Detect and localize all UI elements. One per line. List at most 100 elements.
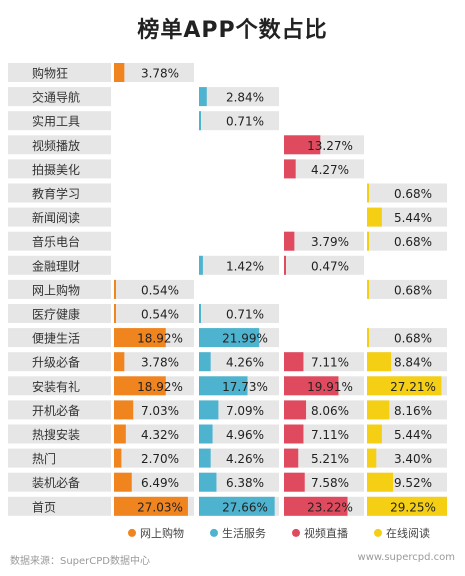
bar-background bbox=[284, 159, 364, 179]
category-label: 热搜安装 bbox=[32, 427, 80, 442]
data-label: 27.21% bbox=[390, 380, 436, 394]
bar-background bbox=[114, 472, 194, 492]
bar-background bbox=[284, 255, 364, 275]
bar-background bbox=[367, 328, 447, 348]
data-label: 4.26% bbox=[226, 356, 264, 370]
legend-marker bbox=[374, 528, 382, 537]
bar bbox=[199, 328, 260, 348]
bar-background bbox=[284, 352, 364, 372]
bar-background bbox=[114, 63, 194, 82]
bar-background bbox=[114, 352, 194, 372]
category-label: 首页 bbox=[32, 500, 56, 514]
bar-background bbox=[367, 424, 447, 444]
bar bbox=[367, 328, 369, 348]
bar bbox=[114, 376, 166, 396]
data-label: 27.03% bbox=[137, 500, 183, 514]
data-label: 8.84% bbox=[394, 356, 432, 370]
bar bbox=[199, 400, 219, 420]
bar-background bbox=[114, 400, 194, 420]
data-label: 0.71% bbox=[226, 308, 264, 322]
category-label: 音乐电台 bbox=[32, 234, 80, 249]
data-label: 4.26% bbox=[226, 452, 264, 466]
bar bbox=[114, 352, 125, 372]
data-label: 8.16% bbox=[394, 404, 432, 418]
bar-background bbox=[199, 448, 279, 468]
data-label: 6.49% bbox=[141, 476, 179, 490]
legend-label: 在线阅读 bbox=[386, 526, 430, 540]
category-cell bbox=[8, 496, 111, 516]
bar-background bbox=[199, 87, 279, 107]
category-cell bbox=[8, 207, 111, 227]
bar bbox=[199, 111, 201, 131]
category-label: 便捷生活 bbox=[32, 332, 80, 346]
category-label: 安装有礼 bbox=[32, 379, 80, 394]
bar bbox=[367, 279, 369, 299]
bar bbox=[199, 376, 248, 396]
bar bbox=[199, 496, 275, 516]
bar-background bbox=[114, 424, 194, 444]
bar-background bbox=[114, 304, 194, 323]
category-cell bbox=[8, 183, 111, 203]
bar bbox=[367, 183, 369, 203]
bar bbox=[367, 400, 390, 420]
data-label: 0.71% bbox=[226, 115, 264, 129]
data-label: 8.06% bbox=[311, 404, 349, 418]
data-label: 5.21% bbox=[311, 452, 349, 466]
bar bbox=[367, 352, 392, 372]
bar bbox=[284, 231, 295, 251]
category-label: 视频播放 bbox=[32, 138, 80, 153]
page-title: 榜单APP个数占比 bbox=[137, 18, 328, 43]
data-label: 27.66% bbox=[222, 500, 268, 514]
category-label: 新闻阅读 bbox=[32, 210, 80, 225]
data-label: 7.09% bbox=[226, 404, 264, 418]
bar bbox=[284, 352, 304, 372]
bar bbox=[284, 472, 305, 492]
bar bbox=[284, 496, 348, 516]
category-label: 装机必备 bbox=[32, 476, 80, 490]
data-label: 0.47% bbox=[311, 259, 349, 273]
data-label: 5.44% bbox=[394, 211, 432, 225]
bar bbox=[367, 231, 369, 251]
category-cell bbox=[8, 400, 111, 420]
category-label: 热门 bbox=[32, 451, 56, 466]
category-cell bbox=[8, 424, 111, 444]
bar bbox=[114, 304, 116, 323]
bar bbox=[114, 448, 122, 468]
bar-background bbox=[199, 400, 279, 420]
bar-background bbox=[199, 424, 279, 444]
legend-marker bbox=[292, 528, 300, 537]
data-label: 3.79% bbox=[311, 235, 349, 249]
bar-background bbox=[284, 231, 364, 251]
bar bbox=[199, 304, 201, 323]
bar bbox=[114, 279, 116, 299]
source-note: 数据来源：SuperCPD数据中心 bbox=[10, 556, 151, 567]
data-label: 4.32% bbox=[141, 428, 179, 442]
category-label: 开机必备 bbox=[32, 404, 80, 418]
bar bbox=[367, 207, 382, 227]
data-label: 21.99% bbox=[222, 332, 268, 346]
bar bbox=[367, 424, 382, 444]
category-label: 实用工具 bbox=[32, 114, 80, 129]
bar bbox=[284, 448, 299, 468]
bar bbox=[284, 424, 304, 444]
data-label: 7.11% bbox=[311, 428, 349, 442]
bar bbox=[284, 255, 286, 275]
category-cell bbox=[8, 472, 111, 492]
bar-background bbox=[367, 448, 447, 468]
bar bbox=[199, 448, 211, 468]
data-label: 5.44% bbox=[394, 428, 432, 442]
data-label: 4.27% bbox=[311, 163, 349, 177]
category-cell bbox=[8, 231, 111, 251]
data-label: 2.84% bbox=[226, 91, 264, 105]
bar-background bbox=[367, 183, 447, 203]
category-cell bbox=[8, 448, 111, 468]
data-label: 7.58% bbox=[311, 476, 349, 490]
bar bbox=[367, 376, 442, 396]
data-label: 19.91% bbox=[307, 380, 353, 394]
data-label: 0.54% bbox=[141, 308, 179, 322]
bar bbox=[199, 352, 211, 372]
bar bbox=[199, 472, 217, 492]
bar bbox=[114, 424, 126, 444]
bar-background bbox=[284, 448, 364, 468]
data-label: 0.68% bbox=[394, 332, 432, 346]
